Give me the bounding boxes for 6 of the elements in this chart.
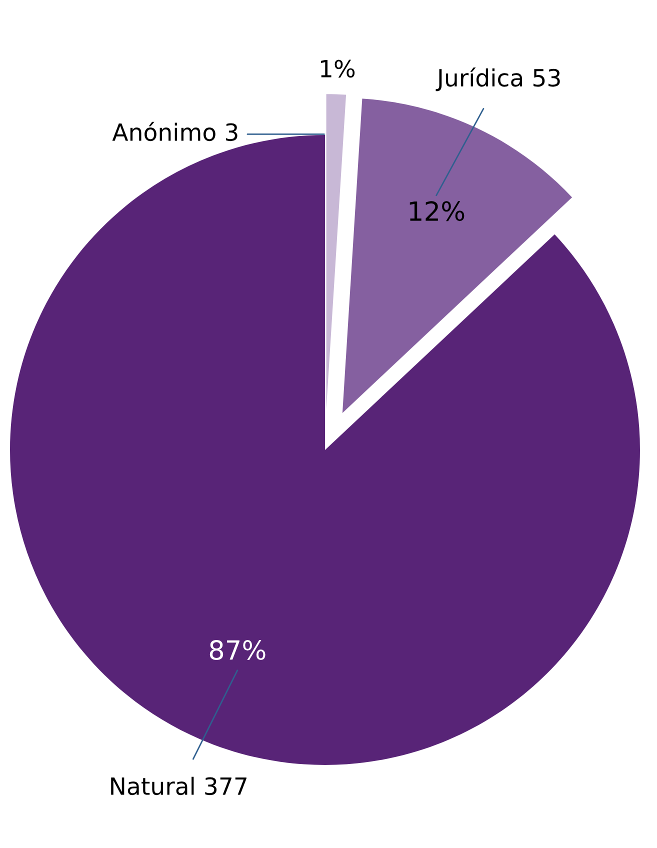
data-label: 87% [210, 640, 266, 660]
slice-label: Natural 377 [111, 776, 246, 796]
slice-label: Jurídica 53 [436, 67, 560, 92]
data-label: 12% [410, 201, 464, 222]
slice-label: Anónimo 3 [112, 122, 238, 142]
data-label: 1% [321, 60, 355, 78]
